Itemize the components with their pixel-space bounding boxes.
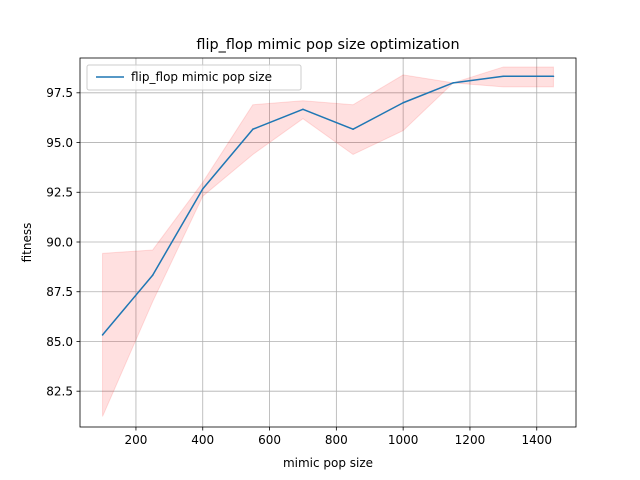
x-ticks: 200 400 600 800 1000 1200 1400 [124,427,552,447]
y-tick-label: 82.5 [46,384,73,398]
y-axis-label: fitness [20,223,34,263]
y-tick-label: 90.0 [46,235,73,249]
data-point [201,188,204,190]
plot-frame [79,57,577,428]
data-point [352,128,354,131]
data-point [252,128,254,131]
y-tick-label: 85.0 [46,335,73,349]
series-line-layer [101,75,555,336]
y-tick-label: 95.0 [46,136,73,150]
data-point [502,75,505,78]
x-tick-label: 600 [258,433,281,447]
y-ticks: 82.5 85.0 87.5 90.0 92.5 95.0 97.5 [46,86,80,398]
x-tick-label: 1000 [388,433,419,447]
x-tick-label: 1200 [455,433,486,447]
x-tick-label: 800 [325,433,348,447]
data-point [101,334,104,336]
y-tick-label: 97.5 [46,86,73,100]
data-point [552,75,555,78]
legend-entry-label: flip_flop mimic pop size [131,70,272,84]
x-tick-label: 1400 [521,433,552,447]
x-tick-label: 200 [124,433,147,447]
confidence-band-layer [102,66,554,417]
data-point [452,82,455,84]
legend-box [86,64,302,91]
data-point [402,101,404,104]
chart-title: flip_flop mimic pop size optimization [196,37,459,53]
x-tick-label: 400 [191,433,214,447]
series-line [101,75,554,336]
x-axis-label: mimic pop size [283,456,373,470]
y-tick-label: 87.5 [46,285,73,299]
y-tick-label: 92.5 [46,186,73,200]
data-point [151,274,154,277]
confidence-band [102,66,554,417]
data-point [302,108,304,111]
grid [80,58,576,427]
legend: flip_flop mimic pop size [86,64,302,91]
